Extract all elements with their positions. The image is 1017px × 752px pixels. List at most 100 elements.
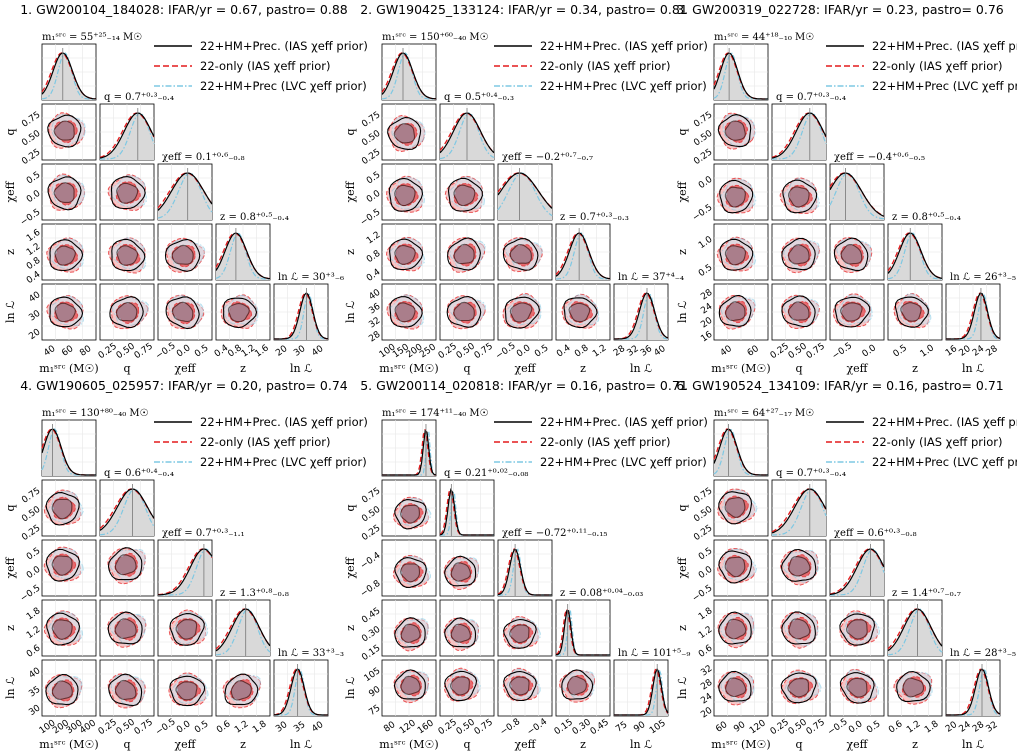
marginal-fill xyxy=(216,609,270,656)
contour-hm-prec-outer xyxy=(561,669,594,700)
contour-hm-prec-inner xyxy=(116,182,139,204)
marginal-fill xyxy=(714,53,768,100)
contour-hm-prec-inner xyxy=(114,618,137,639)
contour-hm-prec-outer xyxy=(45,673,79,706)
cell-lnL-vs-m1 xyxy=(713,659,769,717)
cell-q-vs-q xyxy=(439,103,495,161)
cell-z-vs-chi xyxy=(829,599,885,657)
y-axis-label: ln ℒ xyxy=(676,677,689,699)
x-tick-label: 60 xyxy=(746,344,761,359)
y-axis-label: z xyxy=(4,249,17,255)
cell-z-vs-q xyxy=(439,223,495,281)
cell-z-vs-z xyxy=(887,223,943,281)
x-axis-label: z xyxy=(580,738,586,751)
y-tick-label: −0.5 xyxy=(19,207,43,228)
marginal-hm-prec xyxy=(157,172,213,211)
x-tick-label: 80 xyxy=(78,344,93,359)
legend-label: 22-only (IAS χeff prior) xyxy=(200,435,330,449)
x-axis-label: z xyxy=(912,738,918,751)
contour-hm-prec-outer xyxy=(502,238,539,271)
x-axis-label: ln ℒ xyxy=(962,362,984,375)
marginal-hm-prec xyxy=(439,487,494,536)
cell-z-vs-z xyxy=(555,223,611,281)
diagonal-title: χeff = −0.4⁺⁰·⁶₋₀.₅ xyxy=(834,152,925,163)
cell-m1-vs-m1 xyxy=(713,43,769,101)
diagonal-title: q = 0.5⁺⁰·⁴₋₀.₃ xyxy=(444,92,514,103)
x-tick-label: 105 xyxy=(648,718,668,736)
x-tick-label: 120 xyxy=(398,718,418,736)
contour-hm-prec-outer xyxy=(447,177,483,212)
y-tick-label: 0.25 xyxy=(692,523,714,543)
contour-hm-prec-inner xyxy=(449,676,470,696)
cell-lnL-vs-lnL xyxy=(273,283,329,341)
x-axis-label: ln ℒ xyxy=(962,738,984,751)
contour-hm-prec-outer xyxy=(45,548,80,582)
contour-hm-prec-outer xyxy=(169,613,205,646)
y-axis-label: z xyxy=(676,249,689,255)
y-tick-label: 0.5 xyxy=(25,170,42,186)
contour-hm-prec-inner xyxy=(51,619,73,640)
y-axis-label: ln ℒ xyxy=(4,301,17,323)
y-axis-label: z xyxy=(676,625,689,631)
contour-hm-prec-outer xyxy=(781,295,816,328)
contour-hm-prec-outer xyxy=(719,238,754,271)
diagonal-title: q = 0.21⁺⁰·⁰²₋₀.₀₈ xyxy=(444,468,528,479)
diagonal-title: ln ℒ = 37⁺⁴₋₄ xyxy=(618,272,684,283)
y-axis-label: χeff xyxy=(676,180,689,202)
contour-hm-prec-inner xyxy=(788,618,811,640)
x-axis-label: χeff xyxy=(847,738,869,751)
marginal-22only xyxy=(771,112,827,159)
marginal-hm-prec xyxy=(829,172,885,217)
contour-hm-prec-outer xyxy=(46,612,81,646)
x-tick-label: 1.8 xyxy=(923,719,941,736)
x-tick-label: 0.5 xyxy=(533,343,550,359)
legend-label: 22+HM+Prec. (IAS χeff prior) xyxy=(872,415,1017,429)
y-tick-label: 75 xyxy=(367,703,382,718)
legend-label: 22+HM+Prec. (IAS χeff prior) xyxy=(200,415,368,429)
y-tick-label: 20 xyxy=(27,327,42,342)
contour-hm-prec-outer xyxy=(503,618,537,649)
y-tick-label: −0.8 xyxy=(359,579,383,600)
legend-label: 22+HM+Prec (LVC χeff prior) xyxy=(540,455,707,469)
legend-label: 22+HM+Prec (LVC χeff prior) xyxy=(200,79,367,93)
x-axis-label: m₁ˢʳᶜ (M☉) xyxy=(39,738,98,751)
y-tick-label: 0.75 xyxy=(20,486,42,506)
diagonal-title: ln ℒ = 33⁺³₋₃ xyxy=(278,648,344,659)
diagonal-title: z = 1.4⁺⁰·⁷₋₀.₇ xyxy=(892,588,961,599)
x-tick-label: 1.2 xyxy=(591,343,608,359)
panel-title: 3. GW200319_022728: IFAR/yr = 0.23, past… xyxy=(676,2,1004,17)
cell-z-vs-z xyxy=(555,599,611,657)
x-axis-label: q xyxy=(463,362,470,375)
contour-hm-prec-outer xyxy=(504,296,540,329)
y-tick-label: 105 xyxy=(363,666,383,684)
contour-hm-prec-inner xyxy=(787,678,810,698)
contour-hm-prec-inner xyxy=(787,186,810,208)
contour-hm-prec-inner xyxy=(450,562,472,582)
contour-hm-prec-outer xyxy=(45,492,80,526)
contour-hm-prec-outer xyxy=(164,238,201,272)
y-tick-label: 0.6 xyxy=(697,643,715,660)
cell-z-vs-q xyxy=(99,599,155,657)
x-tick-label: −0.5 xyxy=(831,341,855,362)
cell-z-vs-z xyxy=(215,223,271,281)
cell-chi-vs-m1 xyxy=(381,539,437,597)
cell-z-vs-chi xyxy=(497,599,553,657)
x-tick-label: 0.5 xyxy=(193,719,210,735)
marginal-fill xyxy=(158,549,212,596)
y-tick-label: 30 xyxy=(27,309,42,324)
contour-hm-prec-outer xyxy=(896,670,931,702)
contour-hm-prec-inner xyxy=(54,302,76,323)
contour-hm-prec-outer xyxy=(394,617,426,648)
contour-hm-prec-outer xyxy=(107,611,143,645)
x-tick-label: 1.0 xyxy=(919,343,937,360)
cell-lnL-vs-m1 xyxy=(41,283,97,341)
cell-lnL-vs-lnL xyxy=(613,283,669,341)
marginal-fill xyxy=(888,609,942,656)
x-axis-label: ln ℒ xyxy=(630,362,652,375)
contour-hm-prec-inner xyxy=(51,680,73,700)
cell-chi-vs-q xyxy=(439,163,495,221)
contour-hm-prec-outer xyxy=(780,672,817,704)
y-tick-label: 0.5 xyxy=(697,546,714,562)
y-tick-label: 16 xyxy=(699,330,714,345)
marginal-hm-prec xyxy=(497,172,553,209)
